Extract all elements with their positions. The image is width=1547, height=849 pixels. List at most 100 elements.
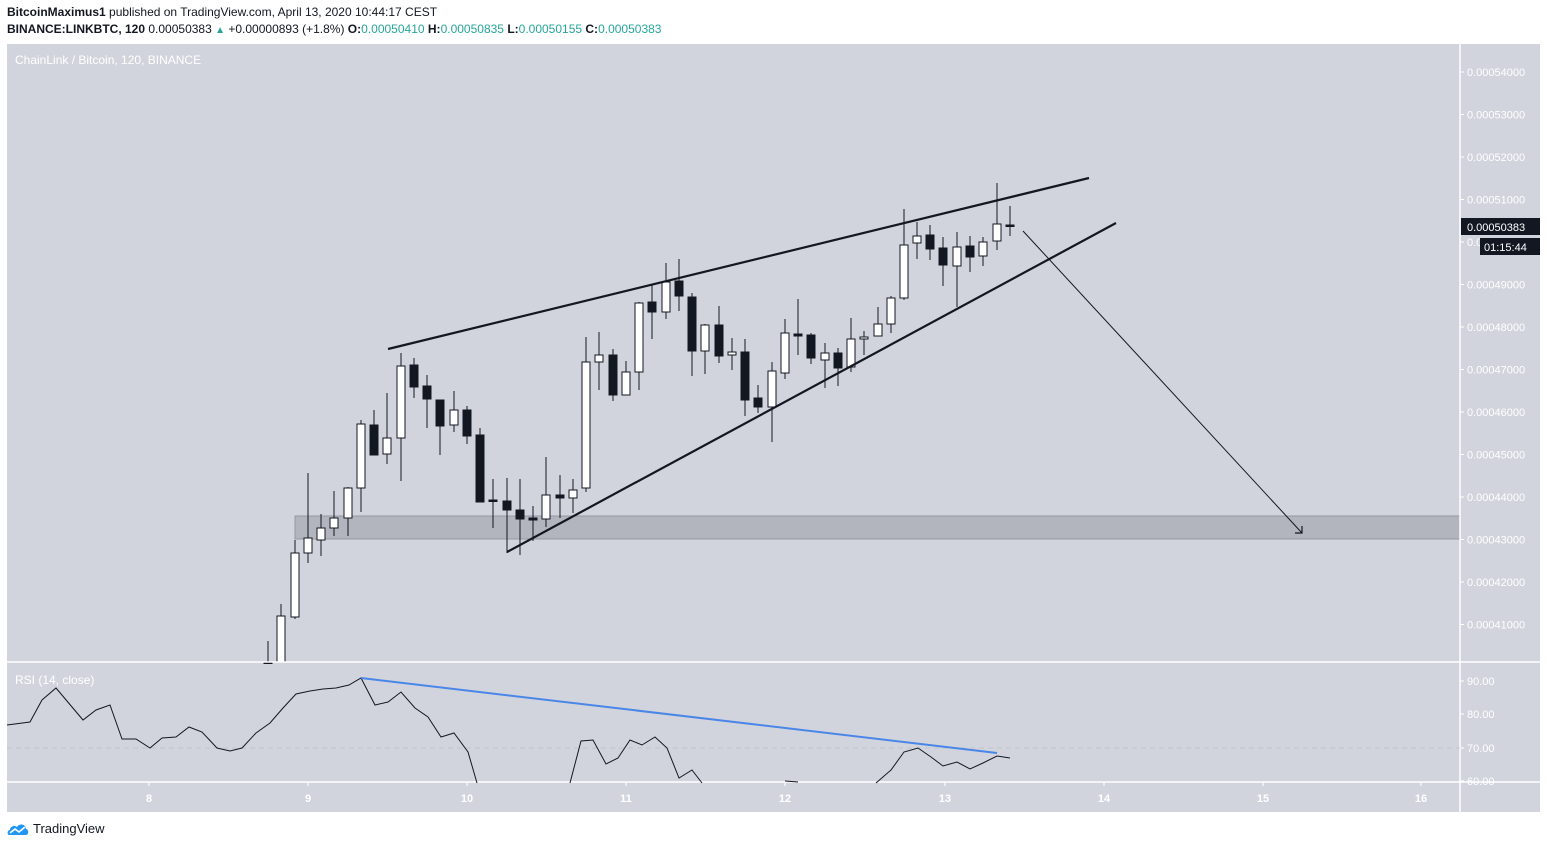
candle — [555, 475, 565, 518]
projection-arrow[interactable] — [1022, 230, 1303, 534]
ohlc-legend: BINANCE:LINKBTC, 120 0.00050383 ▲ +0.000… — [7, 22, 661, 36]
candle — [938, 237, 948, 286]
candle — [475, 428, 485, 503]
change-value: +0.00000893 (+1.8%) — [228, 22, 345, 36]
rsi-line — [875, 747, 1011, 784]
candle — [886, 296, 896, 333]
close-value: 0.00050383 — [598, 22, 662, 36]
candle — [780, 319, 790, 379]
candle — [462, 406, 472, 444]
price-tick-label: 0.00049000 — [1467, 280, 1525, 292]
candle — [303, 473, 313, 563]
rsi-line — [784, 780, 799, 783]
time-tick-label: 11 — [620, 793, 632, 805]
candle — [290, 540, 300, 619]
price-tick-label: 0.00043000 — [1467, 535, 1525, 547]
candle — [912, 222, 922, 259]
support-zone[interactable] — [294, 515, 1461, 540]
rsi-tick-label: 70.00 — [1467, 743, 1495, 755]
candle — [488, 479, 498, 528]
candle — [435, 399, 445, 455]
price-tick-label: 0.00045000 — [1467, 450, 1525, 462]
pane-title: ChainLink / Bitcoin, 120, BINANCE — [15, 53, 201, 67]
candle — [594, 332, 604, 390]
candle — [767, 362, 777, 442]
candle — [925, 225, 935, 260]
publish-info: BitcoinMaximus1 published on TradingView… — [7, 5, 437, 19]
candle — [369, 410, 379, 456]
symbol: BINANCE:LINKBTC, 120 — [7, 22, 146, 36]
rsi-line — [569, 736, 703, 784]
candle — [422, 375, 432, 428]
candle — [952, 232, 962, 307]
time-tick-label: 9 — [305, 793, 311, 805]
published-text: published on TradingView.com, April 13, … — [109, 5, 438, 19]
candle — [356, 420, 366, 512]
low-value: 0.00050155 — [518, 22, 583, 36]
candle — [343, 487, 353, 536]
price-tick-label: 0.00054000 — [1467, 67, 1525, 79]
time-tick-label: 10 — [461, 793, 473, 805]
last-price-label: 0.00050383 — [1467, 222, 1525, 234]
candle — [753, 385, 763, 413]
tradingview-logo[interactable]: TradingView — [7, 821, 105, 836]
countdown-bg — [1480, 238, 1540, 255]
up-arrow-icon: ▲ — [215, 25, 226, 36]
candle — [793, 299, 803, 355]
rsi-tick-label: 80.00 — [1467, 709, 1495, 721]
rsi-pane[interactable] — [6, 677, 1460, 784]
candle — [978, 237, 988, 266]
upper-trendline[interactable] — [387, 176, 1090, 351]
open-label: O: — [347, 22, 362, 36]
candle — [528, 506, 538, 541]
price-tick-label: 0.00044000 — [1467, 492, 1525, 504]
arrow-head-icon — [1295, 526, 1303, 534]
candle — [502, 478, 512, 553]
last-value: 0.00050383 — [148, 22, 212, 36]
rsi-divergence-trendline[interactable] — [360, 677, 998, 754]
candle — [316, 514, 326, 556]
close-label: C: — [585, 22, 599, 36]
candle — [687, 293, 697, 376]
time-tick-label: 13 — [939, 793, 951, 805]
last-price-label-bg — [1461, 218, 1540, 235]
candle — [409, 358, 419, 398]
candle — [727, 338, 737, 370]
candle — [740, 339, 750, 416]
axes: 0.00054000 0.00053000 0.00052000 0.00051000… — [146, 67, 1525, 805]
time-tick-label: 16 — [1415, 793, 1427, 805]
price-tick-label: 0.00048000 — [1467, 322, 1525, 334]
candle — [1005, 206, 1015, 236]
price-tick-label: 0.00046000 — [1467, 407, 1525, 419]
candle — [515, 479, 525, 555]
candle — [674, 259, 684, 311]
candle — [621, 361, 631, 396]
candle — [992, 183, 1002, 250]
price-tick-label: 0.00041000 — [1467, 620, 1525, 632]
candle — [806, 333, 816, 364]
candle — [396, 353, 406, 481]
price-tick-label: 0.00052000 — [1467, 152, 1525, 164]
candle — [449, 391, 459, 432]
time-tick-label: 8 — [146, 793, 152, 805]
candle — [873, 307, 883, 337]
candle — [714, 306, 724, 363]
rsi-tick-label: 60.00 — [1467, 776, 1495, 788]
candle — [833, 348, 843, 386]
price-tick-label: 0.00053000 — [1467, 110, 1525, 122]
brand-name: TradingView — [33, 821, 105, 836]
candle — [965, 236, 975, 272]
candle — [647, 285, 657, 339]
candle — [608, 349, 618, 401]
candle — [329, 491, 339, 536]
lower-trendline[interactable] — [506, 222, 1117, 553]
time-tick-label: 15 — [1257, 793, 1269, 805]
rsi-line — [6, 677, 478, 784]
candle — [700, 324, 710, 374]
rsi-title: RSI (14, close) — [15, 673, 94, 687]
candle — [634, 302, 644, 390]
author[interactable]: BitcoinMaximus1 — [7, 5, 106, 19]
chart-background — [7, 44, 1540, 812]
candle — [541, 457, 551, 527]
